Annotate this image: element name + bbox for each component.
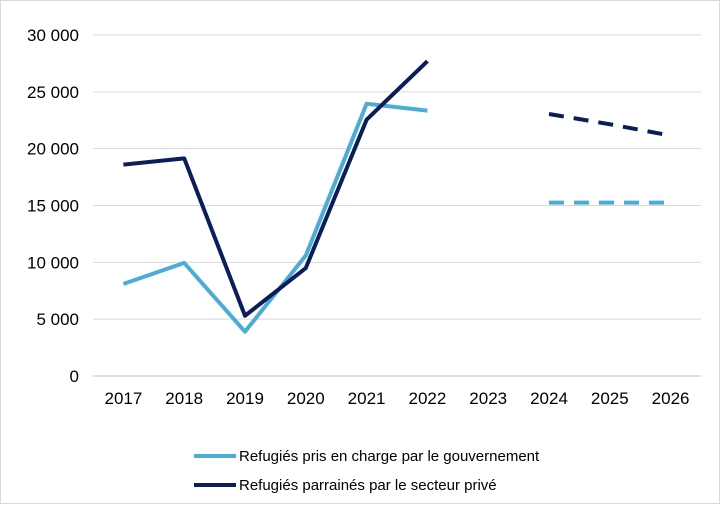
x-tick-label: 2020 — [287, 389, 325, 408]
x-tick-label: 2022 — [408, 389, 446, 408]
y-tick-label: 30 000 — [27, 26, 79, 45]
projection-line-private — [548, 112, 671, 138]
x-tick-label: 2023 — [469, 389, 507, 408]
y-tick-label: 5 000 — [36, 310, 79, 329]
x-tick-label: 2018 — [165, 389, 203, 408]
legend-item-private: Refugiés parrainés par le secteur privé — [194, 477, 497, 494]
x-tick-label: 2025 — [591, 389, 629, 408]
series-lines — [122, 59, 671, 334]
legend-label-government: Refugiés pris en charge par le gouvernem… — [239, 448, 540, 465]
legend-label-private: Refugiés parrainés par le secteur privé — [239, 477, 497, 494]
x-tick-label: 2019 — [226, 389, 264, 408]
legend-item-government: Refugiés pris en charge par le gouvernem… — [194, 448, 540, 465]
x-tick-label: 2026 — [652, 389, 690, 408]
y-tick-label: 10 000 — [27, 253, 79, 272]
x-axis: 2017 2018 2019 2020 2021 2022 2023 2024 2025 2026 — [104, 389, 689, 408]
y-axis: 0 5 000 10 000 15 000 20 000 25 000 30 000 — [27, 26, 79, 386]
series-line-private — [123, 59, 429, 318]
y-tick-label: 0 — [70, 367, 79, 386]
y-tick-label: 25 000 — [27, 83, 79, 102]
legend: Refugiés pris en charge par le gouvernem… — [194, 448, 540, 494]
series-line-government — [122, 101, 428, 334]
y-tick-label: 20 000 — [27, 140, 79, 159]
y-tick-label: 15 000 — [27, 197, 79, 216]
x-tick-label: 2017 — [104, 389, 142, 408]
x-tick-label: 2021 — [348, 389, 386, 408]
gridlines — [93, 34, 701, 377]
x-tick-label: 2024 — [530, 389, 568, 408]
